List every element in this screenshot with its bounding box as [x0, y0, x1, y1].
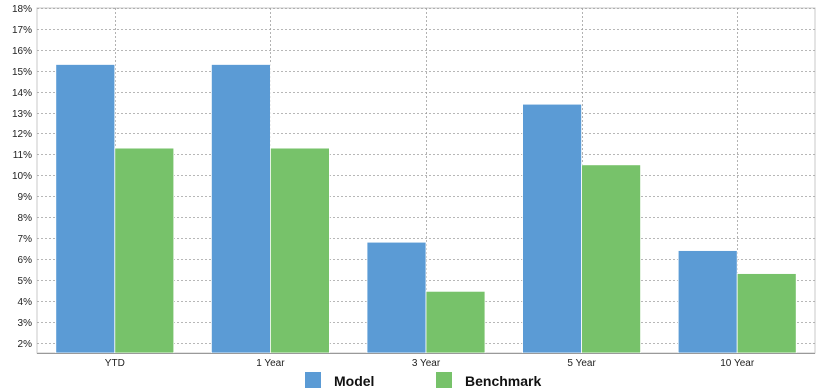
- bar-benchmark: [736, 273, 797, 354]
- y-tick-label: 18%: [12, 4, 32, 15]
- bar-model: [677, 250, 738, 354]
- y-tick-label: 8%: [18, 213, 33, 224]
- y-tick-label: 4%: [18, 297, 33, 308]
- x-tick-label: YTD: [105, 358, 125, 369]
- x-tick-label: 10 Year: [720, 358, 755, 369]
- y-tick-label: 17%: [12, 25, 32, 36]
- y-tick-label: 7%: [18, 234, 33, 245]
- x-tick-label: 5 Year: [567, 358, 596, 369]
- y-tick-label: 6%: [18, 255, 33, 266]
- bar-model: [210, 64, 271, 354]
- x-tick-label: 3 Year: [412, 358, 441, 369]
- y-tick-label: 10%: [12, 171, 32, 182]
- legend-swatch: [436, 372, 452, 388]
- bar-benchmark: [581, 164, 641, 354]
- y-tick-label: 2%: [18, 339, 33, 350]
- legend-swatch: [305, 372, 321, 388]
- y-tick-label: 15%: [12, 67, 32, 78]
- bar-model: [366, 241, 427, 354]
- bar-model: [55, 64, 116, 354]
- y-tick-label: 12%: [12, 129, 32, 140]
- y-tick-label: 16%: [12, 46, 32, 57]
- y-tick-label: 13%: [12, 109, 32, 120]
- y-tick-label: 3%: [18, 318, 33, 329]
- x-tick-label: 1 Year: [256, 358, 285, 369]
- y-tick-label: 14%: [12, 88, 32, 99]
- legend-label: Benchmark: [465, 373, 541, 388]
- y-tick-label: 9%: [18, 192, 33, 203]
- bar-model: [522, 103, 582, 354]
- bar-benchmark: [114, 147, 175, 354]
- y-tick-label: 5%: [18, 276, 33, 287]
- bar-benchmark: [425, 290, 486, 354]
- y-tick-label: 11%: [13, 150, 32, 161]
- legend-label: Model: [334, 373, 374, 388]
- bar-benchmark: [269, 147, 330, 354]
